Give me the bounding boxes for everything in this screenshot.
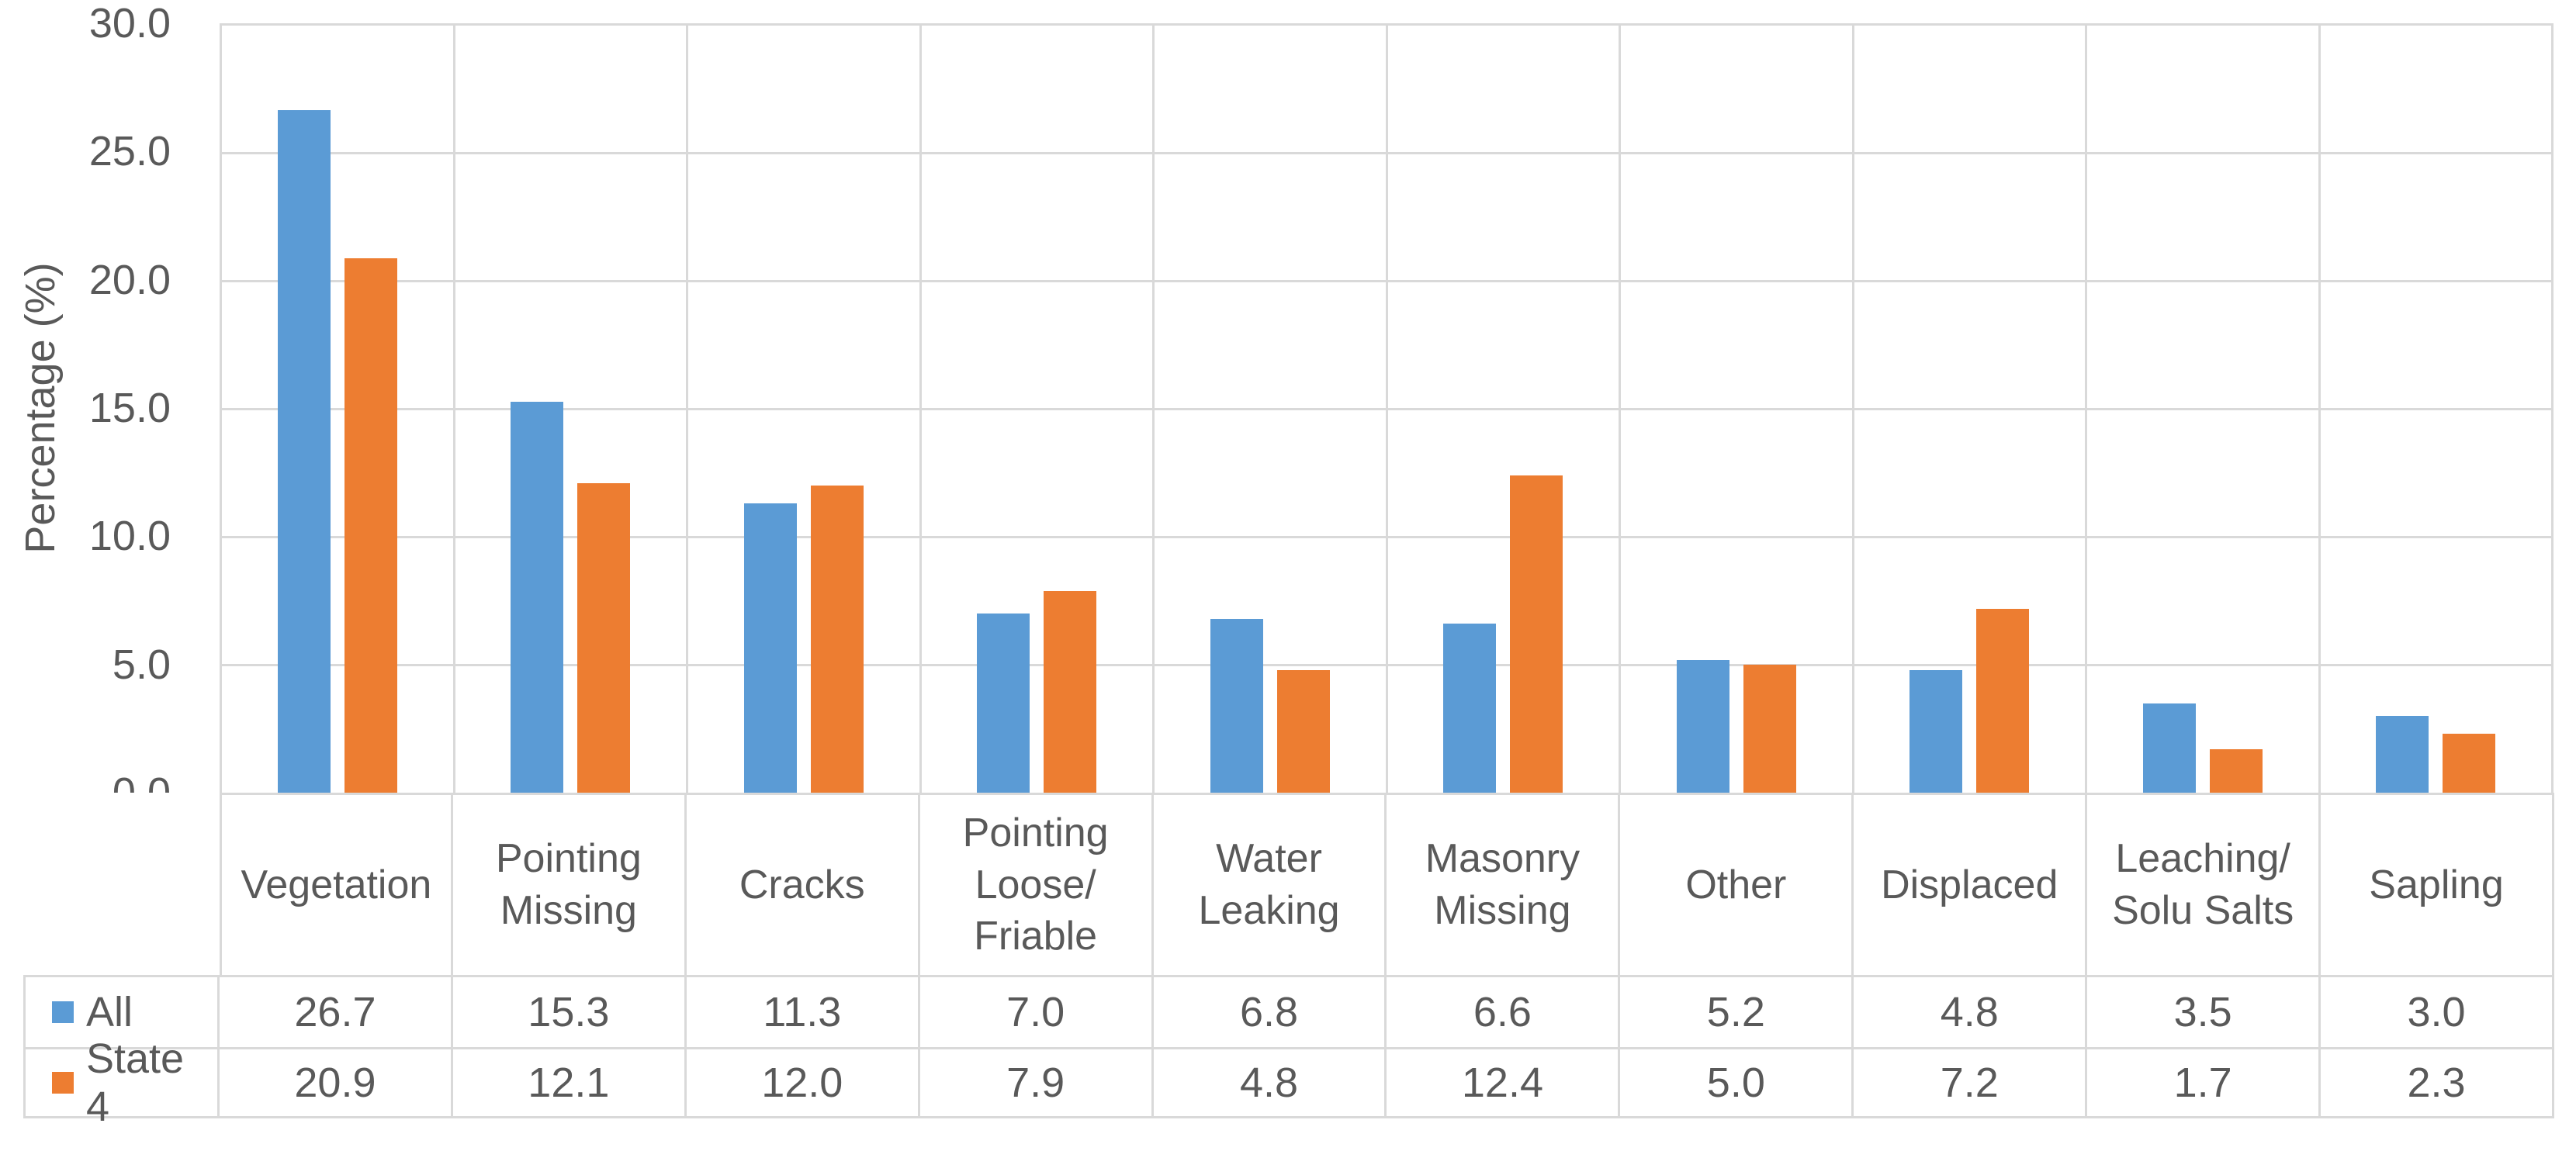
bar-all (1676, 659, 1729, 793)
bar-state-4 (2443, 734, 2496, 793)
bar-state-4 (1276, 669, 1330, 793)
table-value: 4.8 (1153, 1049, 1387, 1118)
category-label: Pointing Loose/ Friable (919, 793, 1154, 977)
plot-column (455, 26, 688, 793)
plot-columns (222, 26, 2551, 793)
plot-column (1155, 26, 1388, 793)
legend-swatch-icon (52, 1001, 74, 1023)
y-axis-tick-label: 30.0 (88, 0, 171, 47)
y-axis-tick-label: 15.0 (88, 385, 171, 431)
table-value: 7.2 (1854, 1049, 2088, 1118)
bar-all (1443, 624, 1497, 793)
category-label: Pointing Missing (452, 793, 687, 977)
table-value: 7.9 (919, 1049, 1154, 1118)
table-corner-spacer (23, 793, 220, 977)
bar-all (2376, 716, 2429, 793)
y-axis-tick-label: 20.0 (88, 256, 171, 303)
legend-item-state-4: State 4 (23, 1035, 220, 1130)
table-value: 11.3 (686, 977, 920, 1049)
y-axis-tick-label: 5.0 (112, 641, 171, 688)
bar-group (1621, 26, 1852, 793)
bar-group (2087, 26, 2318, 793)
table-value: 6.6 (1387, 977, 1621, 1049)
bar-group (1854, 26, 2086, 793)
table-value: 3.5 (2087, 977, 2322, 1049)
category-label: Vegetation (220, 793, 453, 977)
plot-column (688, 26, 922, 793)
bar-all (2142, 703, 2196, 793)
category-label: Cracks (686, 793, 920, 977)
table-value: 6.8 (1153, 977, 1387, 1049)
bar-group (2321, 26, 2552, 793)
category-label: Other (1620, 793, 1854, 977)
y-axis-tick-labels: 30.025.020.015.010.05.00.0 (0, 0, 171, 816)
table-value: 26.7 (220, 977, 453, 1049)
bar-state-4 (1510, 475, 1563, 793)
bar-all (1210, 618, 1263, 793)
plot-column (1854, 26, 2087, 793)
bar-group (222, 26, 453, 793)
bar-all (511, 401, 564, 793)
plot-column (2321, 26, 2552, 793)
legend-series-name: All (86, 989, 133, 1035)
bar-all (277, 109, 331, 793)
bar-state-4 (810, 486, 864, 793)
bar-group (1155, 26, 1386, 793)
table-value: 3.0 (2321, 977, 2554, 1049)
y-axis-tick-label: 10.0 (88, 513, 171, 560)
category-label: Leaching/ Solu Salts (2087, 793, 2322, 977)
legend-series-name: State 4 (86, 1035, 185, 1130)
table-value: 5.2 (1620, 977, 1854, 1049)
bar-all (977, 614, 1030, 793)
bar-state-4 (1976, 608, 2030, 793)
data-table: Vegetation Pointing Missing Cracks Pointing… (23, 793, 2554, 1130)
bar-state-4 (1743, 665, 1796, 793)
bar-state-4 (344, 258, 397, 793)
table-value: 15.3 (452, 977, 687, 1049)
table-value: 7.0 (919, 977, 1154, 1049)
legend-item-all: All (23, 977, 220, 1049)
table-value: 12.4 (1387, 1049, 1621, 1118)
plot-column (222, 26, 455, 793)
table-value: 4.8 (1854, 977, 2088, 1049)
plot-column (1621, 26, 1854, 793)
table-value: 20.9 (220, 1049, 453, 1118)
plot-area (220, 23, 2553, 793)
bar-all (743, 503, 797, 793)
bar-group (1388, 26, 1619, 793)
bar-state-4 (1044, 590, 1097, 793)
legend-swatch-icon (52, 1072, 74, 1094)
table-value: 1.7 (2087, 1049, 2322, 1118)
bar-all (1909, 669, 1963, 793)
y-axis-tick-label: 25.0 (88, 128, 171, 175)
bar-group (922, 26, 1153, 793)
table-value: 5.0 (1620, 1049, 1854, 1118)
plot-column (2087, 26, 2321, 793)
bar-group (688, 26, 919, 793)
plot-column (1388, 26, 1621, 793)
table-value: 2.3 (2321, 1049, 2554, 1118)
category-label: Displaced (1854, 793, 2088, 977)
bar-state-4 (2209, 748, 2263, 793)
plot-column (922, 26, 1155, 793)
table-value: 12.0 (686, 1049, 920, 1118)
bar-group (455, 26, 687, 793)
category-label: Water Leaking (1153, 793, 1387, 977)
category-label: Sapling (2321, 793, 2554, 977)
category-label: Masonry Missing (1387, 793, 1621, 977)
table-value: 12.1 (452, 1049, 687, 1118)
bar-state-4 (577, 483, 631, 793)
